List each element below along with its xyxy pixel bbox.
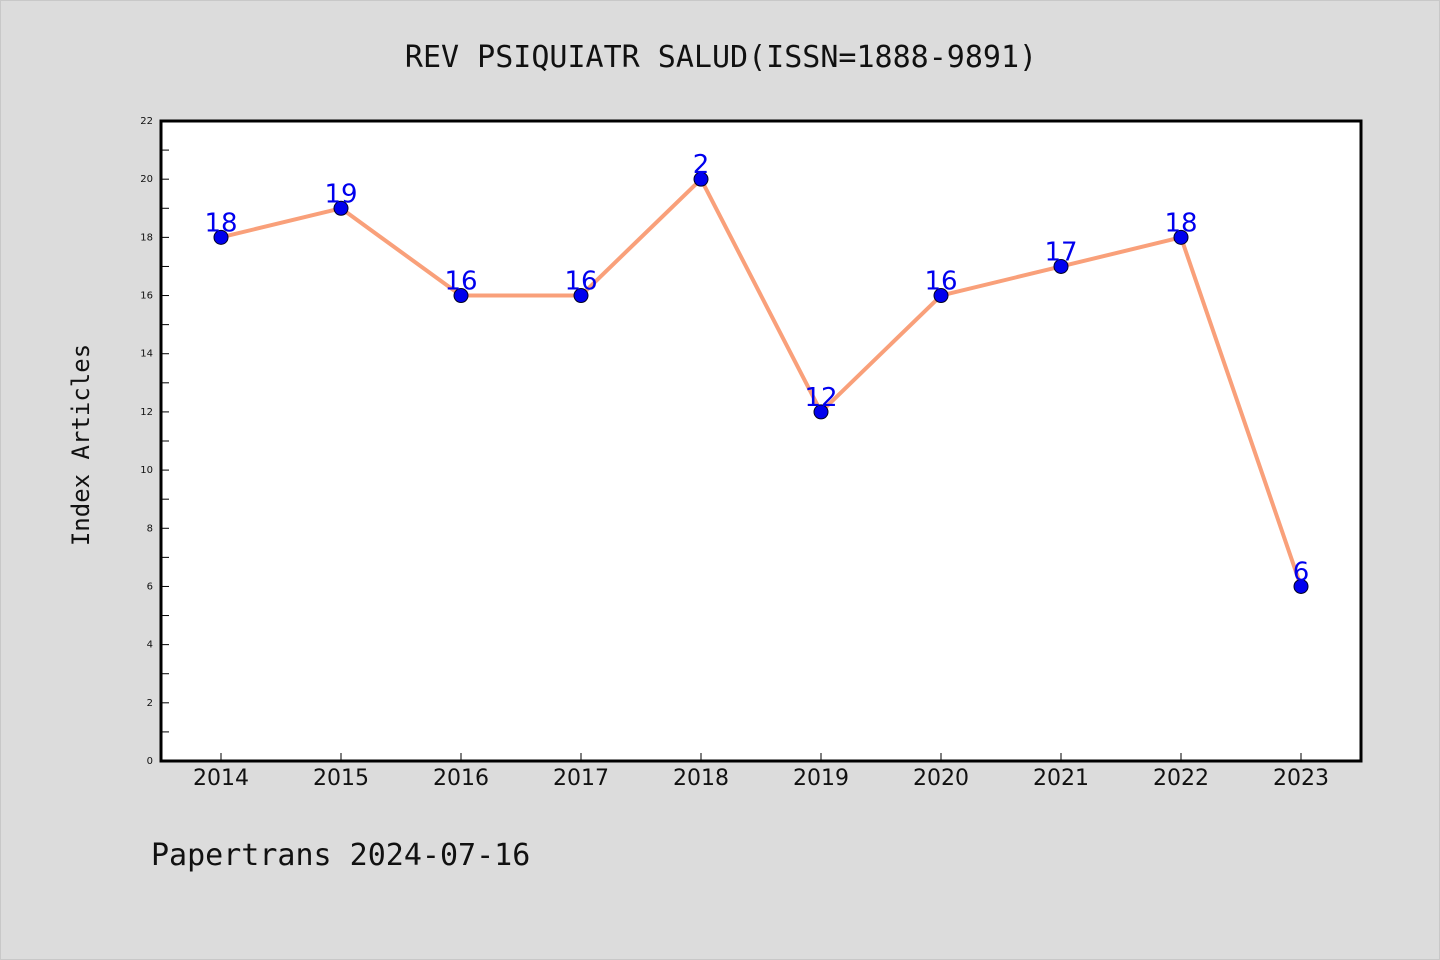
y-tick-label: 14 bbox=[140, 349, 153, 360]
y-axis: 0 2 4 6 8 10 12 14 16 18 20 22 bbox=[140, 116, 169, 767]
x-tick-label: 2017 bbox=[553, 766, 609, 791]
x-tick-label: 2018 bbox=[673, 766, 729, 791]
data-label: 16 bbox=[924, 267, 957, 297]
y-tick-label: 8 bbox=[147, 523, 153, 534]
y-tick-label: 4 bbox=[147, 640, 153, 651]
y-tick-label: 10 bbox=[140, 465, 153, 476]
data-label: 18 bbox=[204, 208, 237, 238]
footer-credit: Papertrans 2024-07-16 bbox=[151, 838, 530, 873]
data-point bbox=[813, 404, 829, 420]
data-label: 6 bbox=[1293, 557, 1310, 587]
x-axis: 2014 2015 2016 2017 2018 2019 2020 2021 2022 2023 bbox=[193, 753, 1329, 791]
x-tick-label: 2014 bbox=[193, 766, 249, 791]
data-label: 17 bbox=[1044, 237, 1077, 267]
data-markers bbox=[213, 171, 1309, 594]
data-point bbox=[1293, 578, 1309, 594]
x-tick-label: 2022 bbox=[1153, 766, 1209, 791]
x-tick-label: 2021 bbox=[1033, 766, 1089, 791]
y-tick-label: 2 bbox=[147, 698, 153, 709]
data-point bbox=[1173, 229, 1189, 245]
data-labels: 18 19 16 16 2 12 16 17 18 6 bbox=[204, 150, 1309, 587]
data-point bbox=[693, 171, 709, 187]
series-line-group bbox=[220, 177, 1303, 588]
x-tick-label: 2020 bbox=[913, 766, 969, 791]
y-tick-label: 20 bbox=[140, 174, 153, 185]
data-label: 16 bbox=[444, 267, 477, 297]
y-tick-label: 12 bbox=[140, 407, 153, 418]
data-label: 12 bbox=[804, 383, 837, 413]
data-label: 19 bbox=[324, 179, 357, 209]
data-label: 2 bbox=[693, 150, 710, 180]
y-tick-label: 22 bbox=[140, 116, 153, 127]
data-label: 18 bbox=[1164, 208, 1197, 238]
y-axis-label: Index Articles bbox=[67, 344, 95, 546]
plot-area bbox=[159, 119, 1363, 763]
data-point bbox=[453, 288, 469, 304]
x-tick-label: 2016 bbox=[433, 766, 489, 791]
data-point bbox=[1053, 258, 1069, 274]
data-point bbox=[213, 229, 229, 245]
data-point bbox=[933, 288, 949, 304]
x-tick-label: 2019 bbox=[793, 766, 849, 791]
y-tick-label: 18 bbox=[140, 232, 153, 243]
y-tick-label: 0 bbox=[147, 756, 153, 767]
x-tick-label: 2023 bbox=[1273, 766, 1329, 791]
y-tick-label: 16 bbox=[140, 291, 153, 302]
series-line bbox=[220, 177, 1303, 588]
y-tick-label: 6 bbox=[147, 581, 153, 592]
chart-title: REV PSIQUIATR SALUD(ISSN=1888-9891) bbox=[405, 40, 1037, 75]
x-tick-label: 2015 bbox=[313, 766, 369, 791]
data-label: 16 bbox=[564, 267, 597, 297]
data-point bbox=[333, 200, 349, 216]
data-point bbox=[573, 288, 589, 304]
